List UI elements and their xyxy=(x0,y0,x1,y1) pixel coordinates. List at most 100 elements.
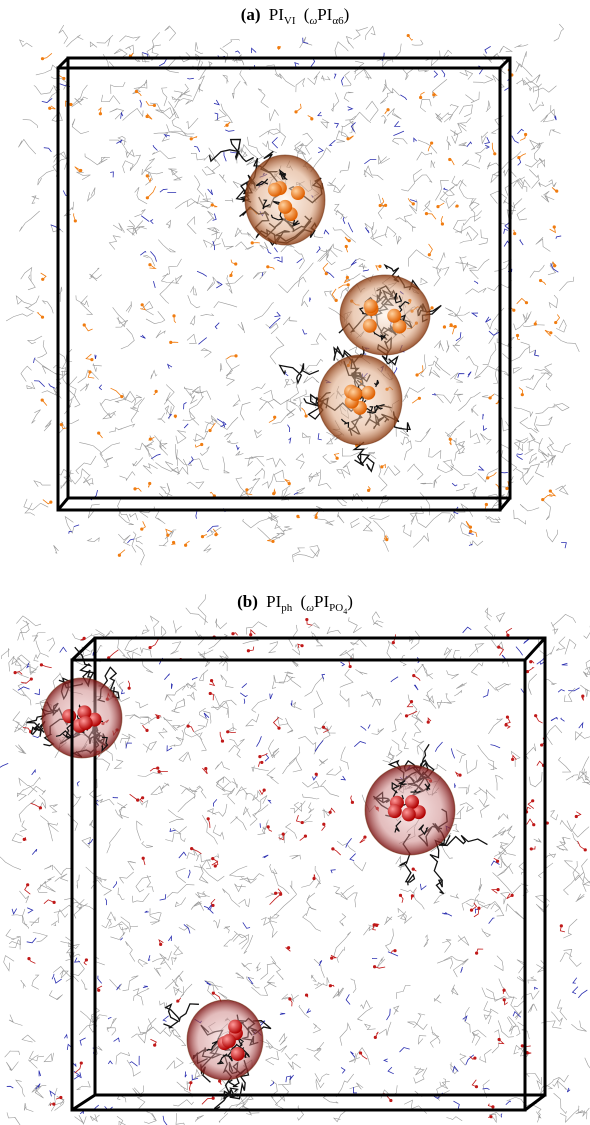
polymer-strand xyxy=(119,35,141,42)
polymer-strand xyxy=(135,535,143,545)
polymer-strand xyxy=(108,235,121,250)
polymer-strand xyxy=(234,883,246,893)
polymer-strand xyxy=(266,974,277,988)
polymer-strand xyxy=(142,741,158,753)
ion-strand xyxy=(484,46,491,54)
polymer-strand xyxy=(260,916,278,926)
polymer-strand xyxy=(165,974,183,990)
polymer-strand xyxy=(242,518,269,529)
end-bead xyxy=(417,396,421,400)
polymer-strand xyxy=(382,752,394,763)
ion-strand xyxy=(243,698,246,704)
end-group xyxy=(323,726,329,733)
polymer-strand xyxy=(125,301,132,313)
ion-strand xyxy=(187,869,191,879)
polymer-strand xyxy=(8,935,21,946)
polymer-strand xyxy=(439,186,454,203)
polymer-strand xyxy=(187,295,201,309)
polymer-strand xyxy=(365,25,376,40)
polymer-strand xyxy=(71,118,90,135)
polymer-strand xyxy=(582,666,590,678)
aggregate-chain xyxy=(230,1043,245,1051)
polymer-strand xyxy=(18,138,37,155)
polymer-strand xyxy=(32,932,48,943)
end-group xyxy=(359,836,366,844)
sim-box-edge xyxy=(56,56,70,70)
polymer-strand xyxy=(155,330,166,339)
polymer-strand xyxy=(151,150,176,159)
polymer-strand xyxy=(249,477,261,495)
end-group xyxy=(129,793,138,801)
end-group xyxy=(191,135,198,140)
polymer-strand xyxy=(149,912,162,923)
polymer-strand xyxy=(478,878,483,892)
polymer-strand xyxy=(175,729,185,742)
ion-strand xyxy=(523,638,530,644)
end-group xyxy=(209,680,216,687)
end-bead xyxy=(40,315,45,319)
polymer-strand xyxy=(95,1045,103,1056)
polymer-strand xyxy=(293,142,307,162)
polymer-strand xyxy=(192,83,201,102)
end-group xyxy=(145,100,155,106)
sim-box-edge xyxy=(66,56,512,500)
caption-sub: VI xyxy=(284,15,296,27)
polymer-strand xyxy=(442,848,453,859)
polymer-strand xyxy=(207,984,223,1000)
sim-box-edge xyxy=(523,636,547,662)
polymer-strand xyxy=(397,911,407,921)
end-group xyxy=(576,811,582,817)
polymer-strand xyxy=(43,876,55,885)
end-bead xyxy=(204,767,208,771)
polymer-strand xyxy=(345,111,372,124)
end-group xyxy=(536,760,544,766)
polymer-strand xyxy=(291,701,302,710)
polymer-strand xyxy=(409,512,418,525)
polymer-strand xyxy=(474,145,489,163)
ion-strand xyxy=(519,239,524,246)
end-bead xyxy=(510,893,514,898)
polymer-strand xyxy=(492,829,512,838)
ion-strand xyxy=(41,97,53,103)
end-bead xyxy=(296,514,300,518)
polymer-strand xyxy=(321,977,330,986)
polymer-strand xyxy=(396,985,411,999)
polymer-strand xyxy=(128,219,147,236)
polymer-strand xyxy=(453,123,467,137)
polymer-strand xyxy=(414,1066,425,1076)
polymer-strand xyxy=(566,820,590,838)
polymer-strand xyxy=(458,784,470,795)
polymer-strand xyxy=(391,739,403,757)
polymer-strand xyxy=(420,482,433,485)
end-bead xyxy=(426,720,430,724)
ion-strand xyxy=(26,937,37,944)
ion-strand xyxy=(285,1075,292,1083)
caption-close: ) xyxy=(347,592,353,611)
cluster-ion xyxy=(362,318,377,333)
polymer-strand xyxy=(242,1106,253,1116)
polymer-strand xyxy=(168,168,178,176)
polymer-strand xyxy=(289,880,297,895)
polymer-strand xyxy=(121,733,136,739)
polymer-strand xyxy=(172,1030,187,1046)
polymer-strand xyxy=(162,258,182,277)
end-bead xyxy=(541,497,545,502)
polymer-strand xyxy=(433,339,444,352)
ion-strand xyxy=(387,1066,394,1075)
ion-strand xyxy=(350,1051,356,1058)
end-bead xyxy=(271,539,275,543)
end-bead xyxy=(475,951,479,955)
ion-strand xyxy=(34,380,46,388)
end-bead xyxy=(245,488,249,492)
polymer-strand xyxy=(582,880,590,886)
polymer-strand xyxy=(229,738,245,747)
polymer-strand xyxy=(499,841,516,856)
polymer-strand xyxy=(235,477,250,497)
ion-strand xyxy=(490,744,501,749)
end-group xyxy=(146,113,153,120)
polymer-strand xyxy=(27,785,46,796)
ion-strand xyxy=(194,145,201,153)
polymer-strand xyxy=(193,175,205,197)
polymer-strand xyxy=(464,1006,471,1033)
